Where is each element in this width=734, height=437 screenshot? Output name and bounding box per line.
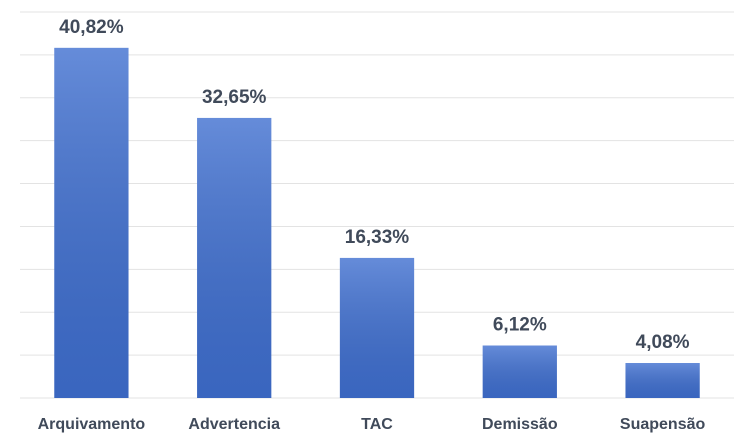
bar	[197, 117, 272, 399]
x-tick-label: Suapensão	[620, 416, 706, 433]
data-label: 16,33%	[345, 227, 410, 248]
x-tick-label: TAC	[361, 416, 393, 433]
bar	[54, 47, 129, 399]
data-label: 40,82%	[59, 17, 124, 38]
x-tick-label: Arquivamento	[38, 416, 146, 433]
data-label: 6,12%	[493, 315, 547, 336]
bar	[339, 257, 415, 398]
bar	[482, 345, 557, 398]
x-tick-label: Demissão	[482, 416, 558, 433]
bar	[625, 363, 700, 398]
data-label: 32,65%	[202, 87, 267, 108]
data-label: 4,08%	[636, 332, 690, 353]
x-tick-label: Advertencia	[188, 416, 280, 433]
